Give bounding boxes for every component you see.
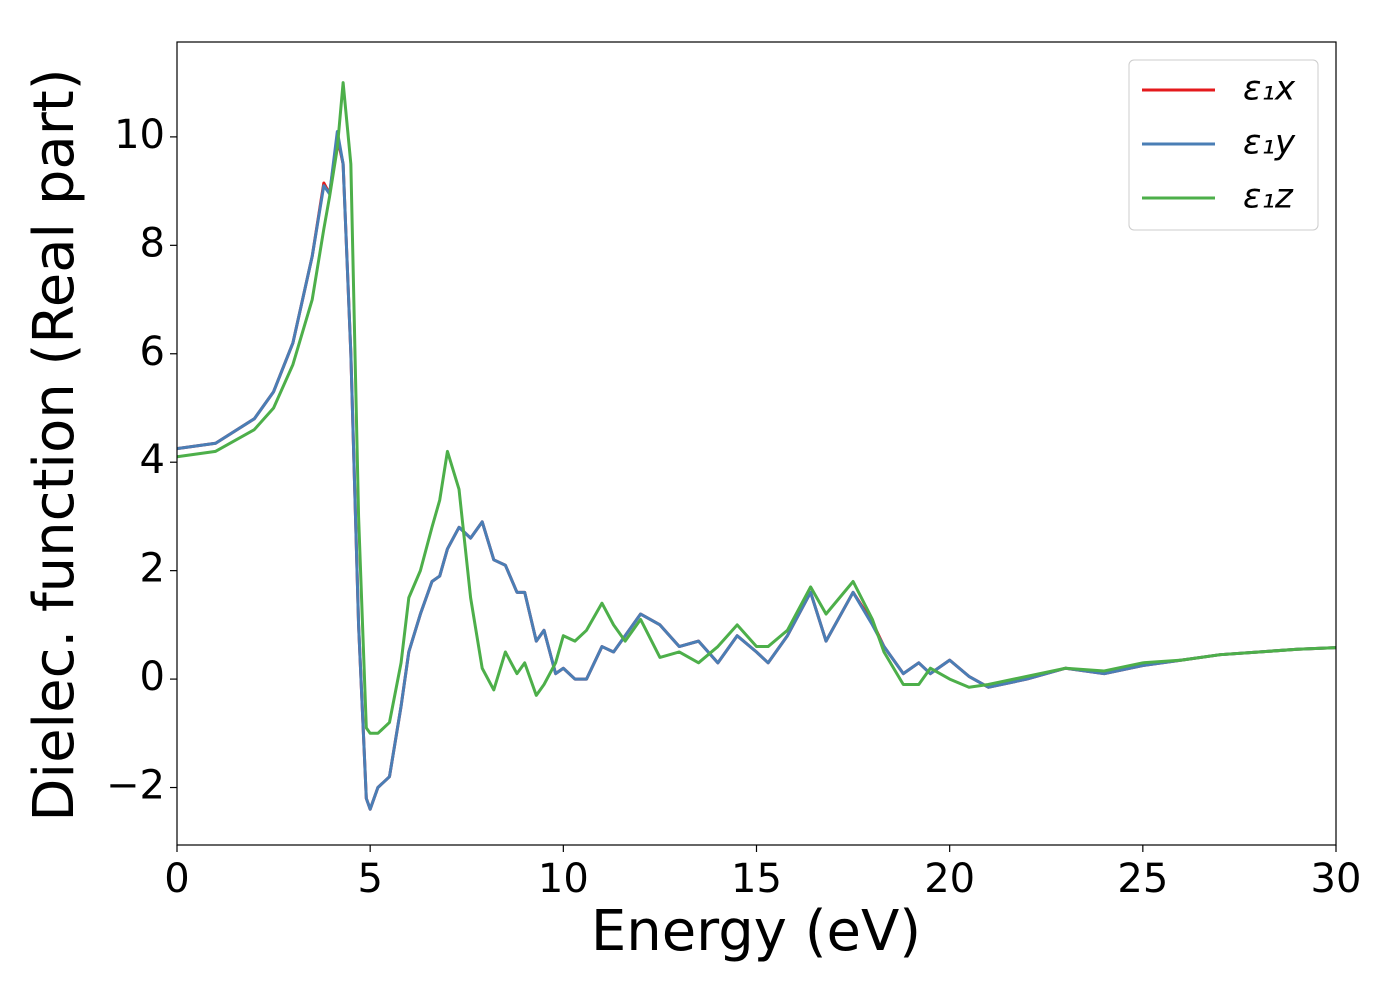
series-line: [176, 129, 1337, 811]
x-tick-label: 0: [164, 856, 189, 902]
y-axis-label: Dielec. function (Real part): [22, 68, 87, 821]
plot-frame: [176, 41, 1337, 846]
x-tick-label: 5: [357, 856, 382, 902]
x-tick-label: 10: [538, 856, 589, 902]
legend-label: ε₁x: [1243, 69, 1296, 109]
x-tick-label: 15: [731, 856, 782, 902]
y-tick-label: 0: [140, 654, 165, 700]
x-axis-label: Energy (eV): [591, 899, 921, 964]
legend-label: ε₁z: [1243, 177, 1294, 217]
y-tick-label: 4: [140, 437, 165, 483]
y-tick-label: 6: [140, 329, 165, 375]
legend-label: ε₁y: [1243, 123, 1296, 163]
series-line: [176, 81, 1337, 735]
y-tick-label: 10: [114, 112, 165, 158]
y-tick-label: 8: [140, 220, 165, 266]
y-tick-label: 2: [140, 546, 165, 592]
x-tick-label: 30: [1311, 856, 1362, 902]
x-tick-label: 25: [1117, 856, 1168, 902]
x-tick-label: 20: [924, 856, 975, 902]
legend-box: [1128, 59, 1319, 231]
y-tick-label: −2: [106, 763, 165, 809]
